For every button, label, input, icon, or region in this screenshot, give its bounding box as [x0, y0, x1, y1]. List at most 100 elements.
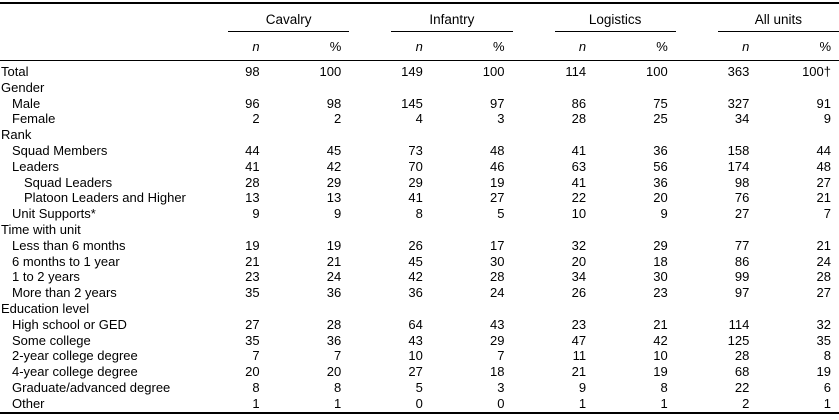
pct-cell: 42 [326, 158, 342, 174]
pct-cell: 1 [334, 395, 342, 411]
n-cell: 86 [571, 95, 587, 111]
n-cell: 149 [401, 64, 423, 79]
n-cell: 35 [245, 332, 260, 348]
pct-cell: 48 [490, 142, 505, 158]
n-cell: 44 [245, 142, 260, 158]
n-cell [513, 301, 595, 317]
group-header-cavalry: Cavalry [186, 3, 350, 32]
n-cell [676, 301, 758, 317]
row-label: Some college [12, 332, 91, 348]
n-cell: 73 [408, 142, 423, 158]
n-cell [186, 127, 268, 143]
n-cell [186, 222, 268, 238]
pct-cell: 10 [653, 348, 668, 364]
group-header-logistics: Logistics [513, 3, 676, 32]
pct-cell: 20 [326, 364, 342, 380]
n-cell [513, 222, 595, 238]
pct-cell: 91 [816, 95, 831, 111]
n-cell: 96 [245, 95, 260, 111]
n-cell: 10 [408, 348, 423, 364]
group-header-row: Cavalry Infantry Logistics All units [0, 3, 839, 32]
n-cell: 68 [734, 364, 750, 380]
group-label: Cavalry [228, 12, 350, 32]
row-label: 2-year college degree [12, 348, 138, 364]
n-cell: 77 [734, 237, 750, 253]
pct-cell: 24 [490, 285, 505, 301]
row-label: Total [1, 64, 29, 79]
n-cell: 34 [734, 111, 750, 127]
pct-cell: 98 [326, 95, 342, 111]
n-cell: 327 [727, 95, 750, 111]
row-label: 1 to 2 years [12, 269, 80, 285]
section-header-row: Gender [0, 80, 839, 96]
table-row: Female 2 2 4 3 28 25 34 9 [0, 111, 839, 127]
n-cell [349, 301, 431, 317]
row-label: Leaders [12, 158, 59, 174]
n-cell [676, 80, 758, 96]
table-row: Unit Supports* 9 9 8 5 10 9 27 7 [0, 206, 839, 222]
row-label: Rank [1, 127, 32, 143]
pct-cell [268, 127, 350, 143]
pct-cell: 19 [816, 364, 831, 380]
table-row: Some college 35 36 43 29 47 42 125 35 [0, 333, 839, 349]
section-header-row: Time with unit [0, 222, 839, 238]
pct-cell: 8 [660, 379, 668, 395]
group-label: Infantry [391, 12, 513, 32]
pct-cell: 0 [497, 395, 505, 411]
n-cell: 76 [734, 190, 750, 206]
n-cell: 21 [571, 364, 587, 380]
n-cell: 9 [252, 206, 260, 222]
pct-cell: 43 [490, 316, 505, 332]
n-cell [676, 127, 758, 143]
pct-cell [594, 127, 676, 143]
n-cell: 28 [245, 174, 260, 190]
pct-cell: 8 [334, 379, 342, 395]
n-cell [676, 222, 758, 238]
pct-cell: 7 [497, 348, 505, 364]
n-cell: 63 [571, 158, 587, 174]
row-label: Squad Members [12, 142, 108, 158]
pct-cell: 8 [823, 348, 831, 364]
n-cell: 28 [571, 111, 587, 127]
pct-cell: 3 [497, 111, 505, 127]
n-cell: 20 [571, 253, 587, 269]
n-cell [349, 222, 431, 238]
pct-cell: 100 [319, 64, 342, 79]
pct-cell: 17 [490, 237, 505, 253]
n-header: n [512, 32, 595, 61]
pct-cell [431, 301, 513, 317]
n-cell: 4 [415, 111, 423, 127]
n-cell: 27 [408, 364, 423, 380]
pct-cell: 2 [334, 111, 342, 127]
pct-cell: 21 [816, 190, 831, 206]
corner-cell [0, 32, 186, 61]
pct-cell: 7 [334, 348, 342, 364]
pct-cell: 1 [823, 395, 831, 411]
pct-cell: 18 [490, 364, 505, 380]
pct-cell: 19 [490, 174, 505, 190]
n-cell: 145 [401, 95, 423, 111]
n-cell: 98 [734, 174, 750, 190]
n-cell: 98 [245, 64, 260, 79]
pct-cell: 13 [326, 190, 342, 206]
table-row: Squad Members 44 45 73 48 41 36 158 44 [0, 143, 839, 159]
pct-cell: 1 [660, 395, 668, 411]
pct-cell: 25 [653, 111, 668, 127]
n-cell: 64 [408, 316, 423, 332]
table-body: Total 98 100 149 100 114 100 363 100† Gender Male 9… [0, 61, 839, 413]
n-cell: 36 [408, 285, 423, 301]
pct-cell: 3 [497, 379, 505, 395]
pct-header: % [267, 32, 350, 61]
table-row: High school or GED 27 28 64 43 23 21 114 32 [0, 317, 839, 333]
n-cell [513, 127, 595, 143]
table-row: Platoon Leaders and Higher 13 13 41 27 22 20 76… [0, 190, 839, 206]
n-cell: 114 [565, 64, 587, 79]
pct-cell: 21 [653, 316, 668, 332]
table-row: 1 to 2 years 23 24 42 28 34 30 99 28 [0, 269, 839, 285]
table-row: Male 96 98 145 97 86 75 327 91 [0, 96, 839, 112]
pct-cell: 46 [490, 158, 505, 174]
row-label: Squad Leaders [24, 174, 113, 190]
row-label: Education level [1, 300, 90, 316]
table-row: More than 2 years 35 36 36 24 26 23 97 27 [0, 285, 839, 301]
